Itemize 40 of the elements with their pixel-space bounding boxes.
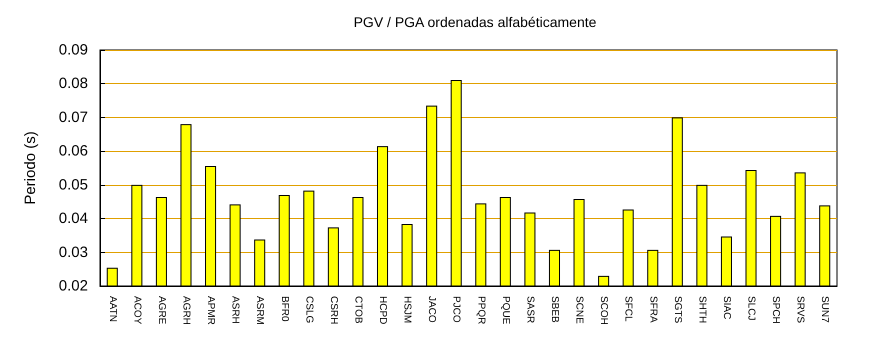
- x-tick-label: ASRM: [254, 296, 266, 325]
- x-tick-label: SCOH: [598, 296, 610, 325]
- x-tick-label: HCPD: [377, 296, 388, 324]
- x-tick-label: SHTH: [696, 296, 708, 324]
- x-tick-label: BFR0: [278, 296, 290, 322]
- x-tick-label: PPQR: [475, 296, 486, 324]
- x-tick-label: SFRA: [647, 296, 658, 323]
- y-tick-label: 0.02: [58, 278, 88, 294]
- x-tick-label: HSJM: [402, 296, 413, 324]
- y-tick-label: 0.08: [58, 75, 88, 92]
- y-tick-label: 0.07: [58, 108, 88, 126]
- x-tick-label: SBEB: [548, 296, 560, 324]
- x-tick-label: SGTS: [672, 296, 683, 324]
- x-tick-label: ASRH: [230, 296, 241, 324]
- y-tick-label: 0.04: [58, 210, 88, 228]
- x-tick-label: SASR: [524, 296, 536, 324]
- y-tick-label: 0.06: [58, 142, 88, 160]
- x-tick-label: SCNE: [574, 296, 585, 324]
- x-tick-label: SUN7: [819, 296, 830, 324]
- x-tick-label: AGRE: [156, 296, 167, 325]
- x-tick-label: AGRH: [180, 296, 192, 325]
- chart-title: PGV / PGA ordenadas alfabéticamente: [354, 14, 597, 30]
- x-tick-label: CTOB: [352, 296, 364, 324]
- x-tick-label: APMR: [205, 296, 216, 325]
- y-tick-label: 0.05: [58, 176, 88, 194]
- y-axis-title: Periodo (s): [22, 131, 39, 205]
- x-tick-label: SRVS: [794, 296, 806, 324]
- x-tick-label: SPCH: [770, 296, 782, 324]
- x-tick-label: AATN: [106, 296, 118, 322]
- x-tick-label: PJCO: [450, 296, 462, 323]
- y-tick-label: 0.03: [58, 244, 88, 261]
- x-tick-label: CSLG: [303, 296, 314, 324]
- x-tick-label: JACO: [426, 296, 438, 323]
- x-tick-label: CSRH: [328, 296, 339, 324]
- x-tick-label: SFCL: [622, 296, 634, 322]
- y-tick-label: 0.09: [58, 42, 88, 58]
- x-tick-label: ACOY: [131, 296, 142, 325]
- x-tick-label: PQUE: [500, 296, 511, 325]
- x-tick-label: SLCJ: [746, 296, 757, 320]
- x-tick-label: SIAC: [720, 296, 732, 320]
